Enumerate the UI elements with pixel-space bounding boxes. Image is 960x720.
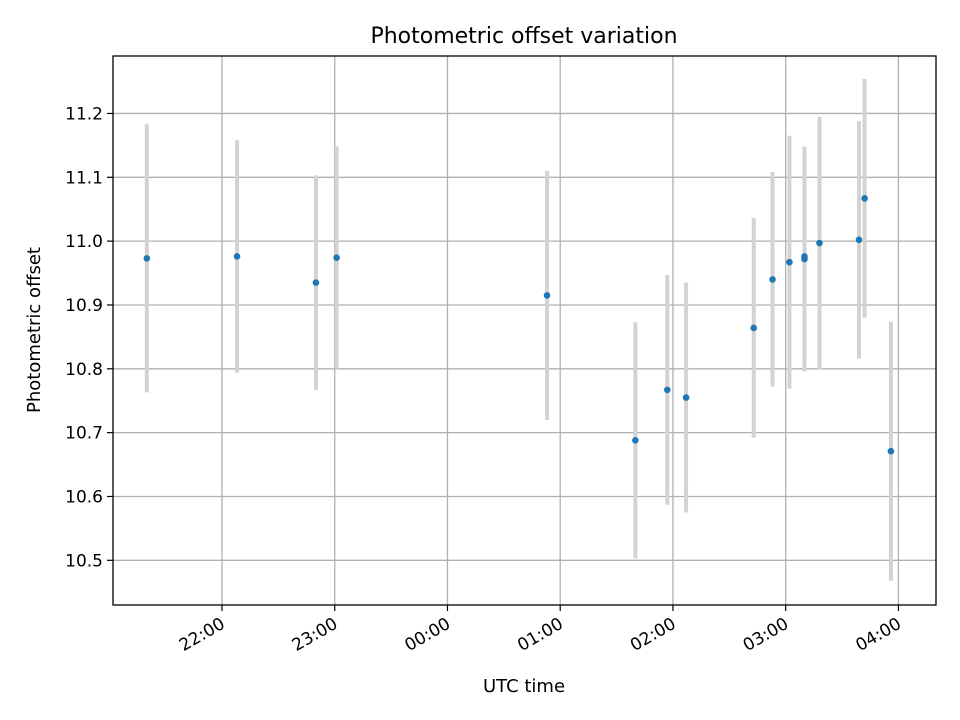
data-point bbox=[855, 236, 863, 244]
y-tick-label: 11.1 bbox=[65, 168, 103, 188]
x-axis-ticks: 22:00 23:00 00:00 01:00 02:00 03:00 04:00 bbox=[176, 605, 905, 656]
data-point bbox=[543, 292, 551, 299]
x-tick-label: 03:00 bbox=[740, 614, 792, 656]
chart-title: Photometric offset variation bbox=[370, 24, 677, 49]
plot-area-frame bbox=[112, 55, 937, 606]
y-tick-label: 11.2 bbox=[65, 104, 103, 124]
data-point bbox=[786, 258, 793, 266]
data-point bbox=[632, 437, 639, 444]
data-point bbox=[664, 386, 671, 394]
data-point bbox=[333, 254, 340, 262]
y-tick-label: 10.6 bbox=[65, 487, 103, 507]
error-bars bbox=[144, 78, 893, 581]
y-tick-label: 10.5 bbox=[65, 551, 103, 571]
x-tick-label: 01:00 bbox=[514, 614, 566, 656]
y-tick-label: 10.7 bbox=[65, 424, 103, 444]
y-tick-label: 10.8 bbox=[65, 360, 103, 380]
data-points bbox=[143, 195, 895, 455]
grid-lines bbox=[113, 56, 936, 605]
y-axis-ticks: 10.5 10.6 10.7 10.8 10.9 11.0 11.1 11.2 bbox=[65, 104, 113, 571]
data-point bbox=[312, 279, 320, 286]
x-tick-label: 22:00 bbox=[176, 614, 228, 656]
x-tick-label: 04:00 bbox=[852, 614, 904, 656]
data-point bbox=[887, 447, 895, 455]
data-point bbox=[233, 253, 241, 260]
data-point bbox=[750, 324, 758, 332]
x-tick-label: 23:00 bbox=[289, 614, 341, 656]
data-point bbox=[816, 239, 823, 247]
data-point bbox=[682, 394, 690, 401]
data-point bbox=[861, 195, 868, 202]
x-axis-label: UTC time bbox=[483, 676, 565, 697]
x-tick-label: 00:00 bbox=[402, 614, 454, 656]
data-point bbox=[769, 276, 776, 283]
data-point bbox=[801, 255, 808, 263]
data-point bbox=[143, 255, 151, 262]
y-axis-label: Photometric offset bbox=[24, 247, 45, 413]
y-tick-label: 10.9 bbox=[65, 296, 103, 316]
x-tick-label: 02:00 bbox=[627, 614, 679, 656]
y-tick-label: 11.0 bbox=[65, 232, 103, 252]
